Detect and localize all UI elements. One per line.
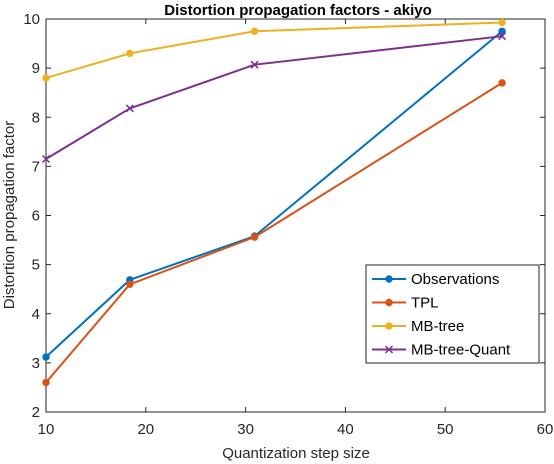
y-tick-label: 3 — [32, 355, 40, 372]
data-point-mb-tree-quant — [125, 104, 134, 113]
data-point-observations — [42, 353, 50, 361]
data-point-mb-tree-quant — [250, 60, 259, 69]
data-point-mb-tree — [42, 74, 50, 82]
y-axis: 2 3 4 5 6 7 8 9 10 — [23, 11, 545, 421]
series-line-mb-tree-quant — [45, 35, 503, 160]
x-tick-label: 10 — [38, 421, 55, 438]
series-tpl — [42, 79, 506, 387]
y-tick-label: 5 — [32, 257, 40, 274]
series-line-tpl — [45, 82, 503, 384]
y-tick-label: 8 — [32, 109, 40, 126]
y-tick-label: 2 — [32, 404, 40, 421]
series-mb-tree — [42, 18, 506, 82]
data-point-tpl — [498, 79, 506, 87]
series-line-mb-tree — [45, 21, 503, 79]
x-tick-label: 20 — [137, 421, 154, 438]
data-point-tpl — [42, 378, 50, 387]
x-tick-label: 60 — [537, 421, 554, 438]
legend-item-mb-tree: MB-tree — [372, 318, 464, 335]
legend: Observations TPL MB-tree MB-tree-Quant — [365, 264, 540, 364]
legend-marker — [385, 275, 393, 283]
x-tick-label: 30 — [237, 421, 254, 438]
x-tick-label: 40 — [337, 421, 354, 438]
data-point-tpl — [126, 280, 134, 288]
chart-title: Distortion propagation factors - akiyo — [164, 2, 432, 19]
data-point-tpl — [250, 233, 259, 241]
legend-item-mb-tree-quant: MB-tree-Quant — [372, 342, 511, 359]
x-tick-label: 50 — [437, 421, 454, 438]
y-axis-label: Distortion propagation factor — [1, 121, 18, 309]
legend-item-tpl: TPL — [372, 295, 439, 312]
series-layer — [41, 18, 507, 387]
x-axis-label: Quantization step size — [222, 445, 370, 462]
legend-label: MB-tree-Quant — [411, 342, 511, 359]
y-tick-label: 7 — [32, 158, 40, 175]
data-point-observations — [498, 27, 506, 35]
legend-marker — [385, 298, 393, 307]
data-point-mb-tree — [126, 49, 134, 58]
series-mb-tree-quant — [41, 32, 507, 164]
legend-item-observations: Observations — [372, 271, 499, 288]
x-axis: 10 20 30 40 50 60 — [38, 19, 554, 438]
y-tick-label: 9 — [32, 60, 40, 77]
data-point-mb-tree — [498, 18, 506, 27]
series-line-observations — [45, 30, 503, 358]
legend-label: MB-tree — [411, 318, 464, 335]
data-point-mb-tree-quant — [498, 32, 507, 41]
legend-marker — [385, 322, 393, 330]
y-tick-label: 10 — [23, 11, 40, 28]
data-point-mb-tree-quant — [41, 154, 51, 164]
data-point-mb-tree — [250, 27, 259, 35]
y-tick-label: 6 — [32, 208, 40, 225]
legend-marker — [384, 345, 394, 354]
legend-label: Observations — [411, 271, 499, 288]
legend-box — [365, 264, 540, 364]
y-tick-label: 4 — [32, 306, 40, 323]
legend-label: TPL — [411, 295, 439, 312]
